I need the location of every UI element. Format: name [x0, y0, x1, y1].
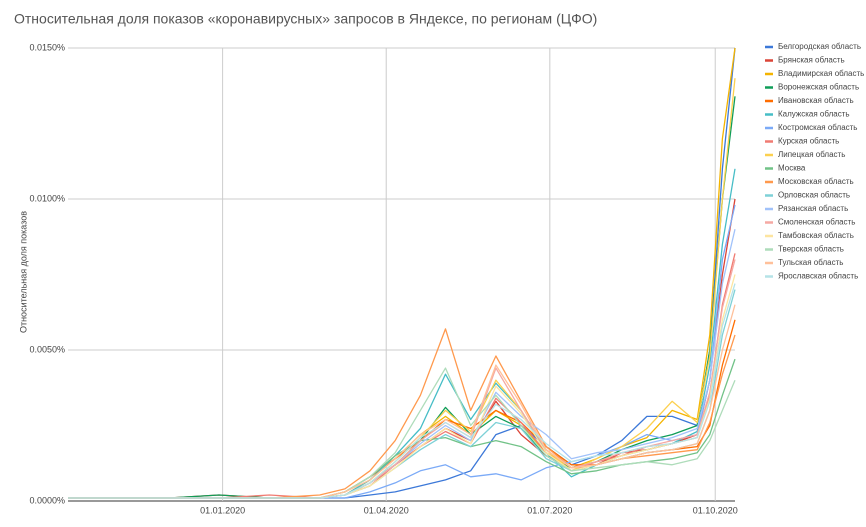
y-axis-title: Относительная доля показов: [18, 211, 28, 333]
legend-label: Костромская область: [778, 123, 857, 132]
series-line: [68, 304, 736, 499]
x-tick-label: 01.04.2020: [364, 505, 409, 515]
chart-title: Относительная доля показов «коронавирусн…: [14, 11, 597, 27]
series-line: [68, 253, 736, 499]
legend-label: Московская область: [778, 177, 854, 186]
legend-label: Белгородская область: [778, 42, 861, 51]
series-line: [68, 328, 736, 499]
y-tick-label: 0.0100%: [29, 193, 65, 203]
legend-label: Ярославская область: [778, 272, 858, 281]
legend-label: Тверская область: [778, 245, 844, 254]
y-tick-label: 0.0050%: [29, 344, 65, 354]
legend-label: Калужская область: [778, 110, 850, 119]
legend-label: Курская область: [778, 137, 839, 146]
x-tick-label: 01.10.2020: [693, 505, 738, 515]
series-line: [68, 367, 736, 499]
legend-label: Москва: [778, 164, 806, 173]
series-line: [68, 319, 736, 499]
series-line: [68, 168, 736, 499]
legend-label: Тульская область: [778, 258, 843, 267]
legend-label: Смоленская область: [778, 218, 855, 227]
legend-label: Рязанская область: [778, 204, 848, 213]
series-line: [68, 274, 736, 499]
legend-label: Ивановская область: [778, 96, 854, 105]
legend-label: Тамбовская область: [778, 231, 854, 240]
legend-label: Владимирская область: [778, 69, 864, 78]
series-line: [68, 78, 736, 499]
y-tick-label: 0.0150%: [29, 42, 65, 52]
series-line: [68, 289, 736, 499]
y-tick-label: 0.0000%: [29, 495, 65, 505]
x-tick-label: 01.07.2020: [527, 505, 572, 515]
legend-label: Брянская область: [778, 56, 845, 65]
legend-label: Воронежская область: [778, 83, 859, 92]
legend-label: Орловская область: [778, 191, 850, 200]
series-line: [68, 283, 736, 499]
legend-label: Липецкая область: [778, 150, 845, 159]
x-tick-label: 01.01.2020: [200, 505, 245, 515]
